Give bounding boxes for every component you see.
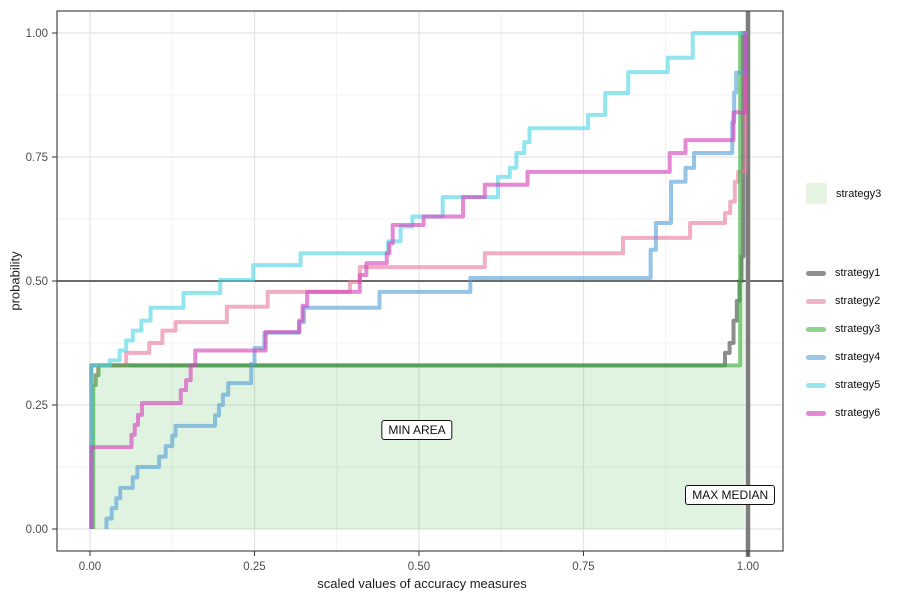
legend-key <box>806 382 826 388</box>
legend-item-strategy4: strategy4 <box>806 343 880 371</box>
y-tick-label: 0.75 <box>26 152 48 164</box>
legend-key <box>806 326 826 332</box>
series-strategy2 <box>89 31 748 529</box>
fill-legend-label: strategy3 <box>836 187 882 200</box>
legend-item-strategy1: strategy1 <box>806 259 880 287</box>
legend-item-strategy3: strategy3 <box>806 315 880 343</box>
legend-key <box>806 298 826 304</box>
min-area-fill <box>93 33 745 529</box>
y-tick-label: 0.50 <box>26 276 48 288</box>
series-strategy3 <box>91 31 748 529</box>
y-tick-label: 1.00 <box>26 28 48 40</box>
x-tick-label: 0.50 <box>408 561 430 573</box>
x-tick-label: 1.00 <box>737 561 759 573</box>
legend-item-strategy2: strategy2 <box>806 287 880 315</box>
legend-item-label: strategy5 <box>835 379 881 391</box>
legend-item-strategy6: strategy6 <box>806 399 880 427</box>
legend-item-label: strategy2 <box>835 295 881 307</box>
x-axis-title: scaled values of accuracy measures <box>317 576 527 591</box>
y-tick-label: 0.00 <box>26 524 48 536</box>
legend-item-label: strategy4 <box>835 351 881 363</box>
fill-legend-swatch <box>806 183 827 204</box>
x-tick-label: 0.25 <box>243 561 265 573</box>
legend-key <box>806 354 826 360</box>
min-area-label: MIN AREA <box>381 419 453 440</box>
color-legend: strategy1 strategy2 strategy3 strategy4 stra… <box>806 259 880 427</box>
series-strategy4 <box>104 31 748 529</box>
legend-key <box>806 270 826 276</box>
x-tick-label: 0.00 <box>79 561 101 573</box>
legend-item-label: strategy3 <box>835 323 881 335</box>
x-tick-label: 0.75 <box>572 561 594 573</box>
legend-item-label: strategy1 <box>835 267 881 279</box>
max-median-label: MAX MEDIAN <box>685 485 776 506</box>
series-strategy6 <box>89 31 748 529</box>
y-axis-title: probability <box>7 251 23 311</box>
legend-item-label: strategy6 <box>835 407 881 419</box>
fill-legend: strategy3 <box>806 183 881 204</box>
legend-key <box>806 410 826 416</box>
y-tick-label: 0.25 <box>26 400 48 412</box>
legend-item-strategy5: strategy5 <box>806 371 880 399</box>
